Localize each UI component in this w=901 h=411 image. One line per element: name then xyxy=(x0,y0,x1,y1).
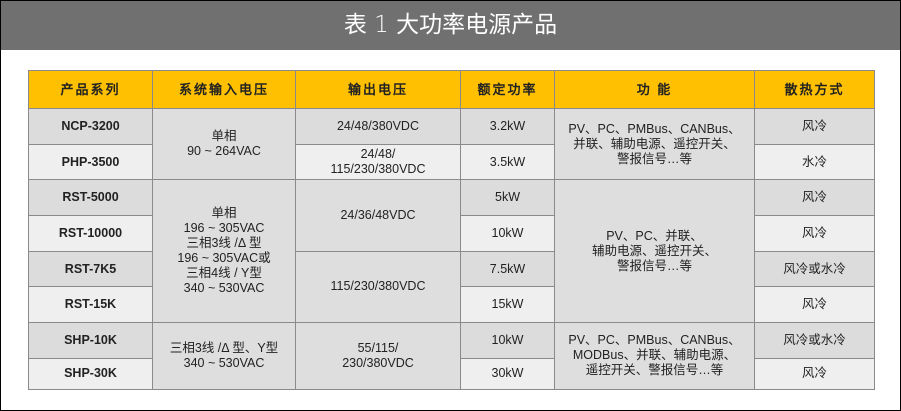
functions-cell: PV、PC、并联、 辅助电源、遥控开关、 警报信号…等 xyxy=(554,179,755,324)
series-cell: SHP-30K xyxy=(28,357,153,390)
table-row: RST-5000 单相 196 ~ 305VAC 三相3线 /Δ 型 196 ~… xyxy=(28,179,875,324)
cooling-cell: 风冷 xyxy=(754,286,875,324)
cooling-cell: 风冷 xyxy=(754,108,875,145)
header-input-voltage: 系统输入电压 xyxy=(152,70,296,109)
table-row: SHP-30K 30kW 风冷 xyxy=(28,357,875,390)
header-row: 产品系列 系统输入电压 输出电压 额定功率 功 能 散热方式 xyxy=(28,70,875,109)
output-voltage-cell: 55/115/ 230/380VDC xyxy=(295,322,461,390)
output-voltage-cell: 24/36/48VDC xyxy=(295,179,461,252)
table-row: RST-7K5 115/230/380VDC 7.5kW 风冷或水冷 xyxy=(28,250,875,324)
power-cell: 5kW xyxy=(460,179,555,217)
output-voltage-cell: 115/230/380VDC xyxy=(295,250,461,324)
series-cell: RST-15K xyxy=(28,286,153,324)
cooling-cell: 风冷或水冷 xyxy=(754,250,875,288)
power-cell: 15kW xyxy=(460,286,555,324)
power-cell: 3.5kW xyxy=(460,143,555,181)
output-voltage-cell: 24/48/380VDC xyxy=(295,108,461,145)
power-cell: 30kW xyxy=(460,357,555,390)
series-cell: RST-5000 xyxy=(28,179,153,217)
power-cell: 7.5kW xyxy=(460,250,555,288)
header-cooling: 散热方式 xyxy=(754,70,875,109)
series-cell: NCP-3200 xyxy=(28,108,153,145)
cooling-cell: 风冷或水冷 xyxy=(754,322,875,359)
table-row: RST-10000 10kW 风冷 xyxy=(28,215,875,252)
functions-cell: PV、PC、PMBus、CANBus、 MODBus、并联、辅助电源、 遥控开关… xyxy=(554,322,755,390)
input-voltage-cell: 单相 90 ~ 264VAC xyxy=(152,107,296,181)
input-voltage-cell: 三相3线 /Δ 型、Y型 340 ~ 530VAC xyxy=(152,322,296,390)
table-row: RST-15K 15kW 风冷 xyxy=(28,286,875,324)
header-functions: 功 能 xyxy=(554,70,755,109)
cooling-cell: 水冷 xyxy=(754,143,875,181)
functions-cell: PV、PC、PMBus、CANBus、 并联、辅助电源、遥控开关、 警报信号…等 xyxy=(554,107,755,181)
table-row: SHP-10K 三相3线 /Δ 型、Y型 340 ~ 530VAC 55/115… xyxy=(28,322,875,390)
power-cell: 10kW xyxy=(460,322,555,359)
cooling-cell: 风冷 xyxy=(754,179,875,217)
power-cell: 3.2kW xyxy=(460,108,555,145)
series-cell: SHP-10K xyxy=(28,322,153,359)
product-table: 产品系列 系统输入电压 输出电压 额定功率 功 能 散热方式 NCP-3200 … xyxy=(28,70,875,390)
header-output-voltage: 输出电压 xyxy=(295,70,461,109)
series-cell: RST-7K5 xyxy=(28,250,153,288)
table-row: NCP-3200 单相 90 ~ 264VAC 24/48/380VDC 3.2… xyxy=(28,107,875,181)
input-voltage-cell: 单相 196 ~ 305VAC 三相3线 /Δ 型 196 ~ 305VAC或 … xyxy=(152,179,296,324)
series-cell: PHP-3500 xyxy=(28,143,153,181)
output-voltage-cell: 24/48/ 115/230/380VDC xyxy=(295,143,461,181)
cooling-cell: 风冷 xyxy=(754,215,875,252)
power-cell: 10kW xyxy=(460,215,555,252)
header-power: 额定功率 xyxy=(460,70,555,109)
table-title: 表 1 大功率电源产品 xyxy=(1,1,900,50)
header-series: 产品系列 xyxy=(28,70,153,109)
series-cell: RST-10000 xyxy=(28,215,153,252)
cooling-cell: 风冷 xyxy=(754,357,875,390)
